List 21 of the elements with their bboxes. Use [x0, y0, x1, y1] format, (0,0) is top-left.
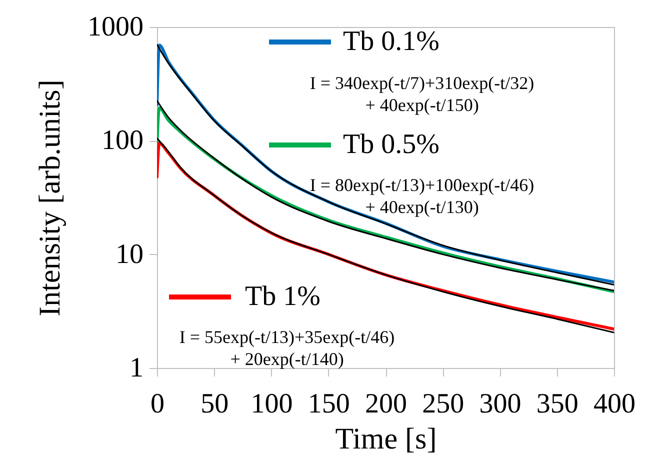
x-tick-label: 100 [250, 388, 293, 420]
annotation: I = 340exp(-t/7)+310exp(-t/32) + 40exp(-t/150) [310, 73, 534, 115]
y-axis-title: Intensity [arb.units] [34, 80, 66, 316]
annotation: I = 55exp(-t/13)+35exp(-t/46) + 20exp(-t/140) [179, 327, 395, 369]
x-tick-label: 50 [200, 388, 229, 420]
x-tick-label: 350 [536, 388, 578, 420]
legend-label: Tb 0.1% [343, 26, 440, 57]
x-tick-label: 300 [479, 388, 522, 420]
x-tick-label: 200 [365, 388, 407, 420]
x-tick-label: 150 [308, 388, 350, 420]
x-tick-label: 250 [422, 388, 464, 420]
x-axis-title: Time [s] [335, 422, 437, 456]
y-tick-label: 100 [102, 125, 144, 156]
y-tick-label: 1 [130, 352, 144, 384]
y-tick-label: 1000 [88, 12, 144, 42]
x-tick-label: 400 [594, 388, 636, 420]
legend-label: Tb 1% [245, 281, 320, 312]
legend-label: Tb 0.5% [343, 129, 440, 160]
annotation: I = 80exp(-t/13)+100exp(-t/46) + 40exp(-t/130) [310, 175, 534, 217]
x-tick-label: 0 [150, 388, 164, 420]
y-tick-label: 10 [116, 238, 144, 270]
